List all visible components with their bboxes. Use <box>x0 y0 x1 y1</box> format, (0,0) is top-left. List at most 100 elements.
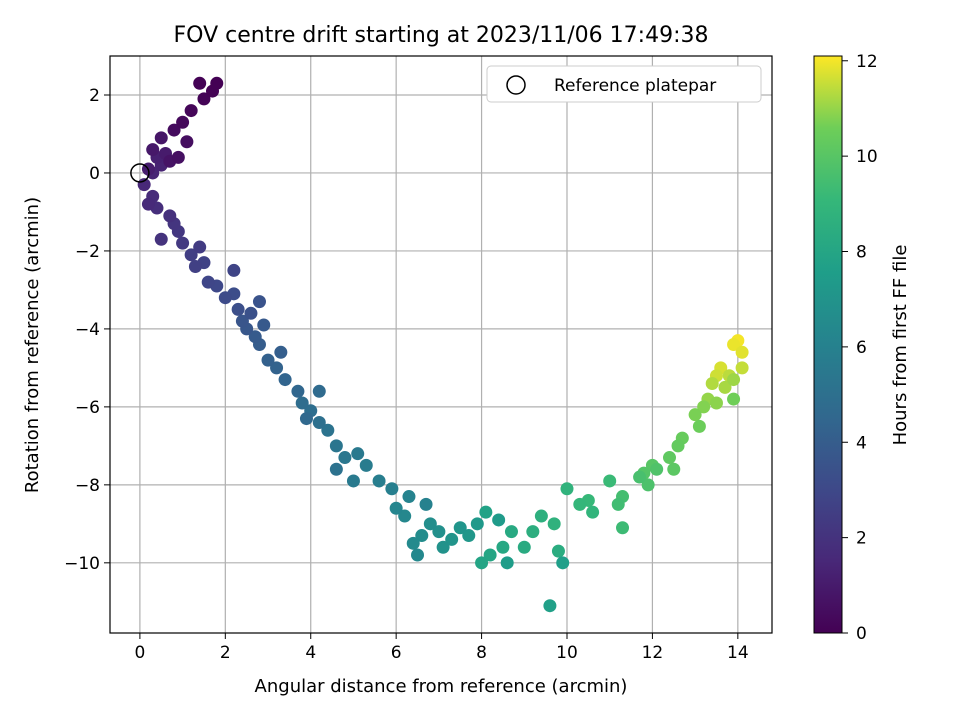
y-tick-label: −4 <box>75 320 100 340</box>
data-point <box>312 415 326 429</box>
data-point <box>274 345 288 359</box>
plot-frame <box>109 55 773 634</box>
data-point <box>705 376 719 390</box>
grid-lines <box>110 56 772 633</box>
data-point <box>257 318 271 332</box>
x-tick-label: 14 <box>727 643 749 663</box>
colorbar-tick-label: 12 <box>856 52 878 72</box>
colorbar: 0 2 4 6 8 10 12 Hours from first FF file <box>813 52 911 644</box>
colorbar-gradient <box>813 55 843 634</box>
x-tick-label: 2 <box>220 643 231 663</box>
data-point <box>641 478 655 492</box>
legend-reference-marker <box>506 75 526 95</box>
data-point <box>385 482 399 496</box>
legend-box <box>486 65 762 103</box>
data-point <box>475 556 489 570</box>
data-points <box>137 76 749 613</box>
x-tick-label: 10 <box>556 643 578 663</box>
x-tick-label: 0 <box>134 643 145 663</box>
data-point <box>453 521 467 535</box>
data-point <box>338 451 352 465</box>
data-point <box>616 521 630 535</box>
data-point <box>248 330 262 344</box>
data-point <box>197 92 211 106</box>
x-axis-label: Angular distance from reference (arcmin) <box>255 676 628 697</box>
data-point <box>556 556 570 570</box>
data-point <box>154 232 168 246</box>
data-point <box>406 536 420 550</box>
y-tick-label: −10 <box>64 554 100 574</box>
data-point <box>432 525 446 539</box>
data-point <box>483 548 497 562</box>
data-point <box>270 361 284 375</box>
data-point <box>346 474 360 488</box>
x-tick-label: 8 <box>476 643 487 663</box>
data-point <box>727 392 741 406</box>
data-point <box>176 115 190 129</box>
data-point <box>146 143 160 157</box>
data-point <box>210 76 224 90</box>
data-point <box>291 384 305 398</box>
data-point <box>633 470 647 484</box>
data-point <box>560 482 574 496</box>
y-axis-ticks: 2 0 −2 −4 −6 −8 −10 <box>64 86 110 574</box>
data-point <box>671 439 685 453</box>
data-point <box>252 295 266 309</box>
data-point <box>688 408 702 422</box>
data-point <box>667 462 681 476</box>
data-point <box>188 260 202 274</box>
data-point <box>470 517 484 531</box>
data-point <box>235 314 249 328</box>
data-point <box>436 540 450 554</box>
data-point <box>526 525 540 539</box>
data-point <box>709 396 723 410</box>
data-point <box>167 123 181 137</box>
data-point <box>278 373 292 387</box>
data-point <box>735 361 749 375</box>
data-point <box>261 353 275 367</box>
data-point <box>415 529 429 543</box>
data-point <box>227 263 241 277</box>
data-point <box>402 490 416 504</box>
data-point <box>180 135 194 149</box>
data-point <box>697 400 711 414</box>
data-point <box>423 517 437 531</box>
data-point <box>295 396 309 410</box>
y-tick-label: 0 <box>89 164 100 184</box>
data-point <box>692 419 706 433</box>
colorbar-tick-label: 2 <box>856 529 867 549</box>
data-point <box>504 525 518 539</box>
data-point <box>500 556 514 570</box>
colorbar-ticks: 0 2 4 6 8 10 12 <box>842 52 878 644</box>
colorbar-tick-label: 8 <box>856 243 867 263</box>
y-tick-label: 2 <box>89 86 100 106</box>
colorbar-label: Hours from first FF file <box>890 245 911 446</box>
data-point <box>312 384 326 398</box>
data-point <box>496 540 510 554</box>
data-point <box>171 150 185 164</box>
data-point <box>329 462 343 476</box>
data-point <box>389 501 403 515</box>
data-point <box>184 248 198 262</box>
y-tick-label: −2 <box>75 242 100 262</box>
plot-area: 0 2 4 6 8 10 12 14 2 0 −2 −4 −6 −8 −10 <box>64 55 773 663</box>
data-point <box>543 599 557 613</box>
data-point <box>517 540 531 554</box>
chart-title: FOV centre drift starting at 2023/11/06 … <box>174 23 709 48</box>
data-point <box>359 458 373 472</box>
reference-marker-layer <box>130 163 150 183</box>
data-point <box>329 439 343 453</box>
data-point <box>547 517 561 531</box>
data-point <box>141 197 155 211</box>
data-point <box>411 548 425 562</box>
data-point <box>551 544 565 558</box>
data-point <box>244 306 258 320</box>
x-axis-ticks: 0 2 4 6 8 10 12 14 <box>134 633 749 663</box>
data-point <box>372 474 386 488</box>
legend: Reference platepar <box>486 65 762 103</box>
data-point <box>727 338 741 351</box>
reference-platepar-marker <box>130 163 150 183</box>
data-point <box>603 474 617 488</box>
data-point <box>573 497 587 511</box>
